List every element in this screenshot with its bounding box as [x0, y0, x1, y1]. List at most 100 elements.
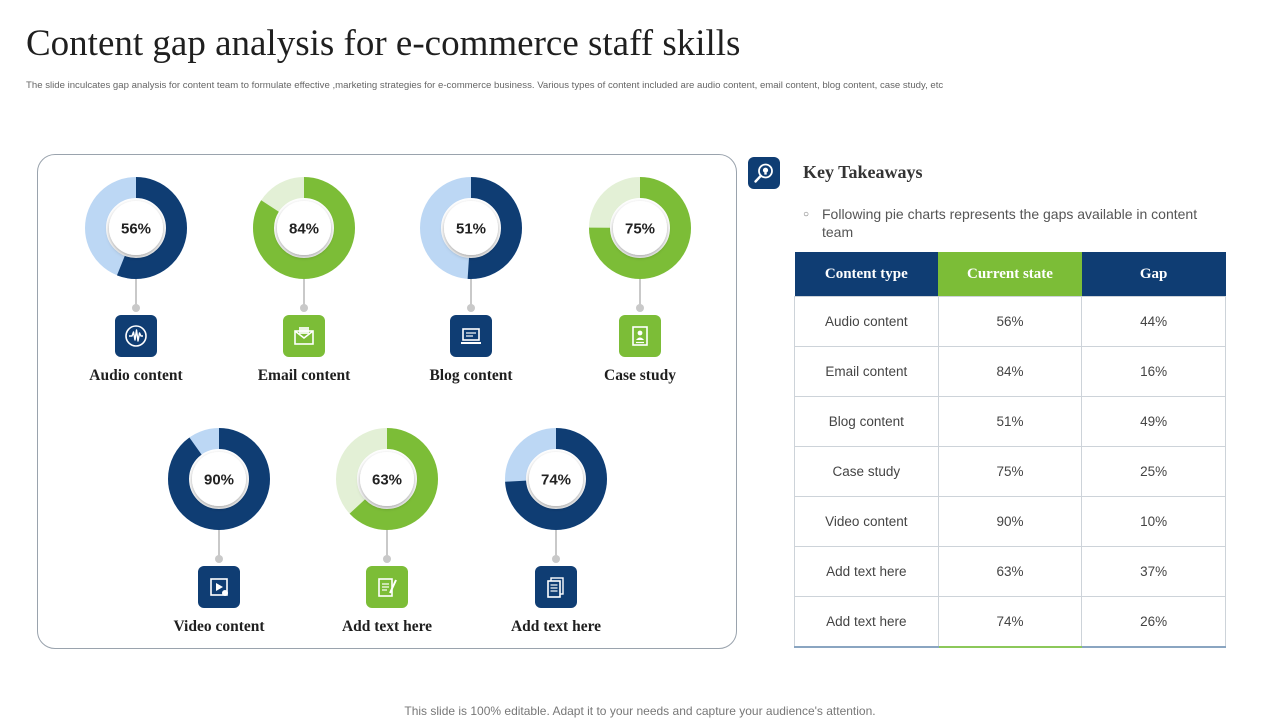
connector-dot	[636, 304, 644, 312]
donut-category-label: Case study	[604, 367, 676, 384]
cell-current-state: 56%	[937, 296, 1083, 347]
connector-dot	[467, 304, 475, 312]
connector-line	[555, 530, 557, 560]
cell-current-state: 74%	[937, 596, 1083, 648]
connector-line	[303, 279, 305, 309]
donut-charts-panel: 56% Audio content 84% Email content 51% Blog …	[37, 154, 737, 649]
connector-dot	[132, 304, 140, 312]
donut-chart-item: 74% Add text here	[466, 428, 646, 648]
cell-current-state: 51%	[937, 396, 1083, 447]
donut-percent-label: 74%	[541, 472, 571, 489]
donut-percent-label: 51%	[456, 221, 486, 238]
donut-chart-item: 90% Video content	[129, 428, 309, 648]
donut-category-label: Audio content	[89, 367, 183, 384]
donut-chart-item: 84% Email content	[214, 177, 394, 397]
audio-wave-icon	[115, 315, 157, 357]
connector-line	[218, 530, 220, 560]
notepad-pen-icon	[366, 566, 408, 608]
donut-center	[109, 201, 163, 255]
header-current-state: Current state	[938, 252, 1082, 297]
table-row: Email content 84% 16%	[794, 346, 1226, 397]
donut-value-arc	[85, 177, 187, 279]
cell-gap: 16%	[1081, 346, 1226, 397]
donut-chart: 90%	[168, 428, 270, 530]
video-play-icon	[198, 566, 240, 608]
donut-value-arc	[589, 177, 691, 279]
cell-content-type: Add text here	[794, 546, 939, 597]
cell-content-type: Video content	[794, 496, 939, 547]
envelope-icon	[283, 315, 325, 357]
connector-line	[639, 279, 641, 309]
table-header-row: Content type Current state Gap	[794, 252, 1226, 297]
cell-gap: 26%	[1081, 596, 1226, 648]
cell-content-type: Email content	[794, 346, 939, 397]
table-row: Add text here 63% 37%	[794, 546, 1226, 597]
cell-content-type: Add text here	[794, 596, 939, 648]
donut-center	[529, 452, 583, 506]
donut-category-label: Video content	[173, 618, 265, 635]
gap-table: Content type Current state Gap Audio con…	[794, 252, 1226, 648]
cell-current-state: 75%	[937, 446, 1083, 497]
donut-center	[613, 201, 667, 255]
donut-value-arc	[336, 428, 438, 530]
cell-gap: 37%	[1081, 546, 1226, 597]
table-row: Blog content 51% 49%	[794, 396, 1226, 447]
cell-current-state: 90%	[937, 496, 1083, 547]
documents-icon	[535, 566, 577, 608]
donut-center	[444, 201, 498, 255]
cell-gap: 25%	[1081, 446, 1226, 497]
donut-value-arc	[168, 428, 270, 530]
donut-center	[192, 452, 246, 506]
donut-category-label: Blog content	[429, 367, 513, 384]
connector-line	[470, 279, 472, 309]
key-takeaways-title: Key Takeaways	[803, 162, 923, 182]
connector-dot	[383, 555, 391, 563]
table-row: Audio content 56% 44%	[794, 296, 1226, 347]
cell-current-state: 63%	[937, 546, 1083, 597]
donut-value-arc	[420, 177, 522, 279]
donut-category-label: Email content	[257, 367, 351, 384]
donut-percent-label: 90%	[204, 472, 234, 489]
donut-value-arc	[253, 177, 355, 279]
slide-subtitle: The slide inculcates gap analysis for co…	[26, 80, 944, 91]
slide-footer: This slide is 100% editable. Adapt it to…	[404, 704, 876, 718]
case-study-document-icon	[619, 315, 661, 357]
donut-center	[360, 452, 414, 506]
cell-content-type: Audio content	[794, 296, 939, 347]
magnifier-lightbulb-icon	[748, 157, 780, 189]
donut-chart-item: 51% Blog content	[381, 177, 561, 397]
slide-title: Content gap analysis for e-commerce staf…	[26, 23, 741, 64]
cell-gap: 44%	[1081, 296, 1226, 347]
connector-dot	[215, 555, 223, 563]
cell-gap: 49%	[1081, 396, 1226, 447]
connector-line	[386, 530, 388, 560]
donut-category-label: Add text here	[510, 618, 602, 635]
key-takeaways-text: Following pie charts represents the gaps…	[822, 206, 1198, 240]
donut-chart: 84%	[253, 177, 355, 279]
donut-percent-label: 56%	[121, 221, 151, 238]
donut-chart: 56%	[85, 177, 187, 279]
donut-percent-label: 75%	[625, 221, 655, 238]
donut-chart: 51%	[420, 177, 522, 279]
cell-content-type: Blog content	[794, 396, 939, 447]
donut-chart: 74%	[505, 428, 607, 530]
header-gap: Gap	[1081, 252, 1226, 297]
donut-value-arc	[505, 428, 607, 530]
cell-current-state: 84%	[937, 346, 1083, 397]
donut-percent-label: 84%	[289, 221, 319, 238]
connector-dot	[300, 304, 308, 312]
bullet-icon: ○	[803, 209, 810, 220]
donut-category-label: Add text here	[341, 618, 433, 635]
donut-chart: 63%	[336, 428, 438, 530]
connector-dot	[552, 555, 560, 563]
cell-gap: 10%	[1081, 496, 1226, 547]
donut-center	[277, 201, 331, 255]
cell-content-type: Case study	[794, 446, 939, 497]
donut-chart-item: 56% Audio content	[46, 177, 226, 397]
donut-chart-item: 75% Case study	[550, 177, 730, 397]
donut-percent-label: 63%	[372, 472, 402, 489]
table-row: Video content 90% 10%	[794, 496, 1226, 547]
blog-laptop-icon	[450, 315, 492, 357]
table-row: Add text here 74% 26%	[794, 596, 1226, 648]
table-row: Case study 75% 25%	[794, 446, 1226, 497]
